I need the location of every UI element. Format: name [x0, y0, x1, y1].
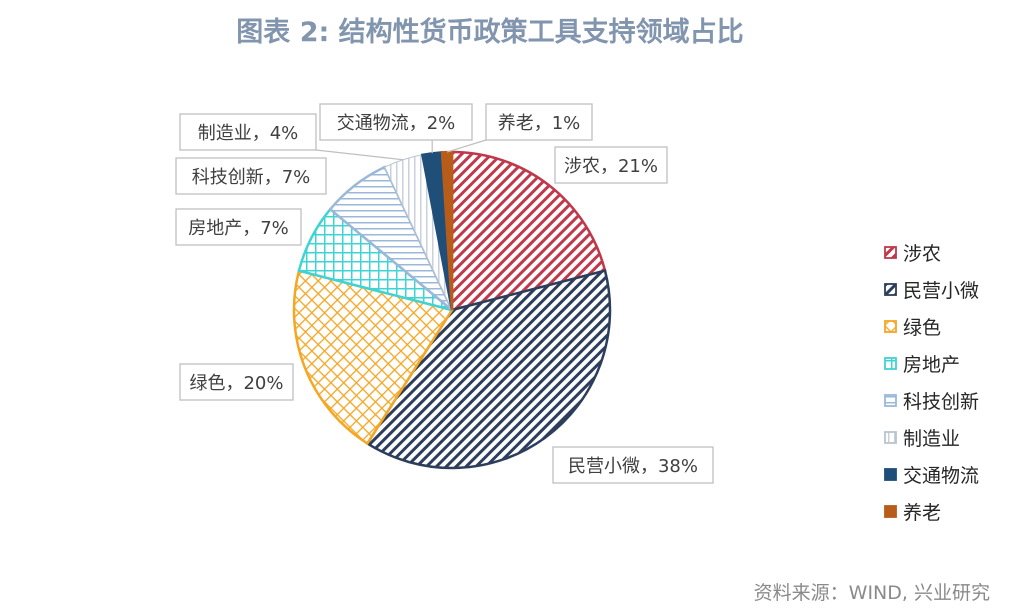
- data-label-box-private-sme: [552, 446, 714, 484]
- data-label-tech-innovation: 科技创新，7%: [192, 167, 311, 188]
- legend-label-elderly-care: 养老: [903, 502, 941, 524]
- data-label-transport-logistics: 交通物流，2%: [337, 113, 456, 134]
- data-label-elderly-care: 养老，1%: [498, 113, 581, 134]
- pie-slice-agri: [450, 150, 607, 312]
- legend-swatch-manufacturing: [884, 431, 897, 444]
- leader-line-manufacturing: [315, 149, 404, 161]
- data-label-box-transport-logistics: [319, 103, 473, 141]
- data-label-real-estate: 房地产，7%: [188, 218, 289, 239]
- legend-label-private-sme: 民营小微: [903, 280, 979, 302]
- data-label-box-elderly-care: [485, 103, 593, 141]
- legend-label-agri: 涉农: [903, 243, 941, 265]
- legend-swatch-agri: [884, 246, 897, 259]
- chart-title: 图表 2: 结构性货币政策工具支持领域占比: [236, 17, 744, 48]
- legend-swatch-green: [884, 320, 897, 333]
- legend-label-manufacturing: 制造业: [903, 428, 960, 450]
- legend-label-real-estate: 房地产: [903, 354, 960, 376]
- data-label-agri: 涉农，21%: [564, 156, 658, 177]
- data-label-box-agri: [554, 146, 668, 184]
- data-label-private-sme: 民营小微，38%: [568, 456, 698, 477]
- pie-slice-private-sme: [365, 269, 612, 470]
- data-label-box-tech-innovation: [175, 157, 327, 195]
- data-label-green: 绿色，20%: [189, 373, 283, 394]
- legend-label-tech-innovation: 科技创新: [903, 391, 979, 413]
- legend-swatch-tech-innovation: [884, 394, 897, 407]
- legend-swatch-private-sme: [884, 283, 897, 296]
- leader-line-elderly-care: [446, 139, 487, 153]
- pie-slice-green: [292, 269, 454, 446]
- legend-swatch-transport-logistics: [884, 468, 897, 481]
- data-label-box-real-estate: [175, 208, 302, 246]
- data-label-box-manufacturing: [179, 113, 317, 151]
- legend-swatch-elderly-care: [884, 505, 897, 518]
- legend-label-transport-logistics: 交通物流: [903, 465, 979, 487]
- legend-swatch-real-estate: [884, 357, 897, 370]
- pie-slice-elderly-care: [440, 150, 454, 311]
- data-label-box-green: [179, 363, 294, 401]
- data-label-manufacturing: 制造业，4%: [198, 123, 299, 144]
- source-note: 资料来源：WIND, 兴业研究: [753, 582, 990, 604]
- legend-label-green: 绿色: [903, 317, 941, 339]
